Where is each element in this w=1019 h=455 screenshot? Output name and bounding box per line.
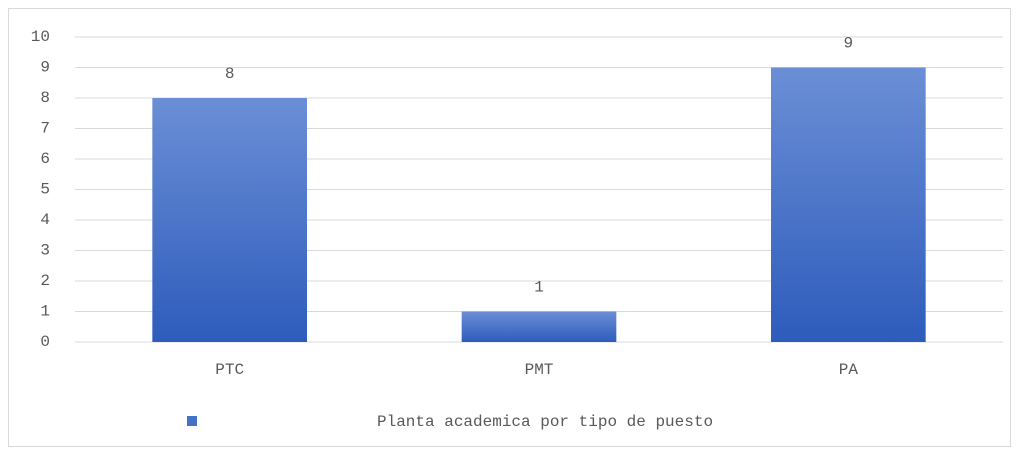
y-tick-label: 9 — [40, 59, 50, 77]
data-label: 8 — [225, 65, 235, 83]
legend-swatch — [187, 416, 197, 426]
y-tick-label: 7 — [40, 120, 50, 138]
y-tick-label: 5 — [40, 181, 50, 199]
x-tick-label: PA — [839, 361, 859, 379]
y-tick-label: 8 — [40, 89, 50, 107]
y-tick-label: 4 — [40, 211, 50, 229]
y-tick-label: 10 — [31, 28, 50, 46]
bar — [152, 98, 307, 342]
x-tick-label: PMT — [525, 361, 554, 379]
y-tick-label: 1 — [40, 303, 50, 321]
data-label: 9 — [844, 35, 854, 53]
bar — [771, 67, 926, 342]
x-tick-label: PTC — [215, 361, 244, 379]
bar — [461, 311, 617, 342]
y-tick-label: 3 — [40, 242, 50, 260]
y-tick-label: 2 — [40, 272, 50, 290]
y-tick-label: 0 — [40, 333, 50, 351]
legend-label: Planta academica por tipo de puesto — [377, 413, 713, 431]
y-tick-label: 6 — [40, 150, 50, 168]
data-label: 1 — [534, 279, 544, 297]
